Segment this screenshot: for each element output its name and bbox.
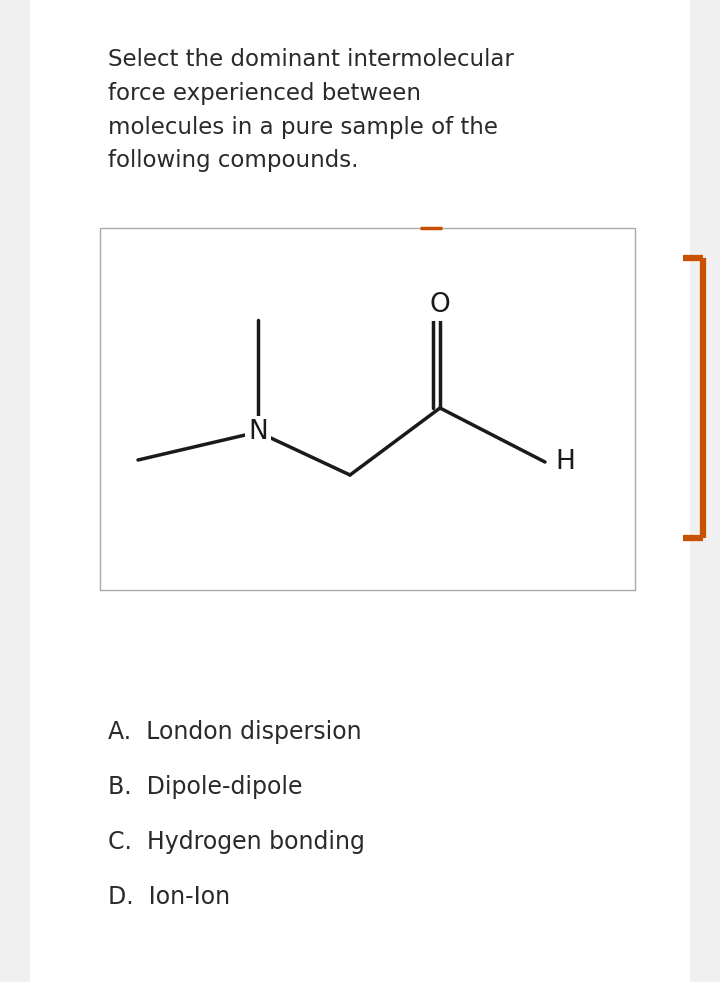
Text: O: O	[430, 292, 451, 318]
Text: C.  Hydrogen bonding: C. Hydrogen bonding	[108, 830, 365, 854]
Text: B.  Dipole-dipole: B. Dipole-dipole	[108, 775, 302, 799]
Text: A.  London dispersion: A. London dispersion	[108, 720, 361, 744]
Text: D.  Ion-Ion: D. Ion-Ion	[108, 885, 230, 909]
Text: N: N	[248, 419, 268, 445]
Text: Select the dominant intermolecular
force experienced between
molecules in a pure: Select the dominant intermolecular force…	[108, 48, 514, 173]
Bar	[100, 228, 635, 590]
Text: H: H	[555, 449, 575, 475]
